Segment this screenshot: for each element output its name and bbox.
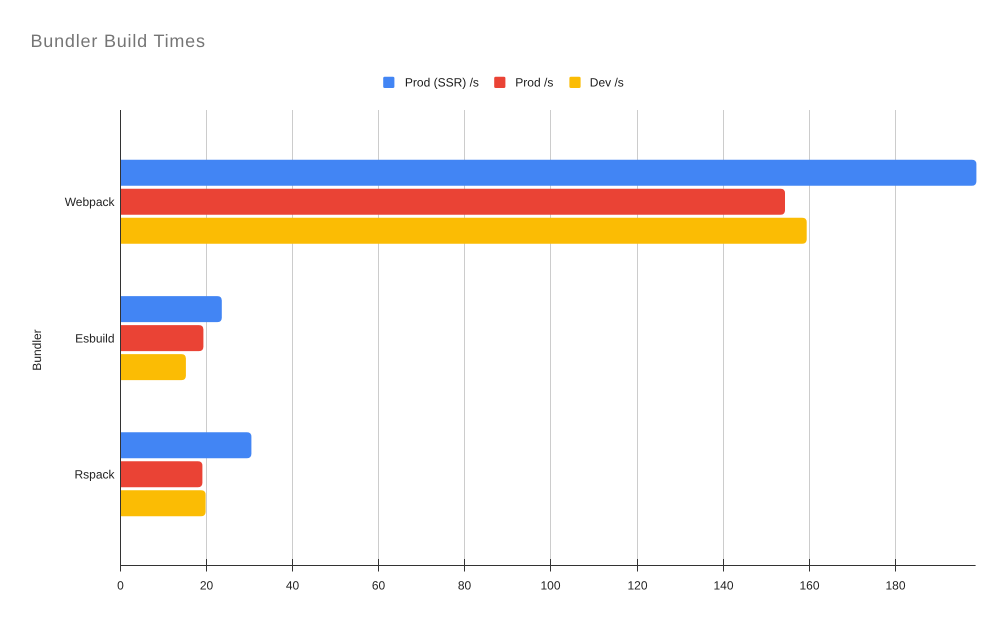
svg-text:80: 80 [458,579,472,593]
svg-text:140: 140 [713,579,733,593]
svg-text:0: 0 [117,579,124,593]
svg-text:60: 60 [372,579,386,593]
svg-text:180: 180 [885,579,905,593]
svg-text:Esbuild: Esbuild [75,331,114,345]
svg-text:120: 120 [627,579,647,593]
svg-text:40: 40 [286,579,300,593]
svg-text:Bundler Build Times: Bundler Build Times [31,31,206,51]
svg-text:Webpack: Webpack [65,195,116,209]
svg-text:Dev /s: Dev /s [590,76,624,90]
svg-text:20: 20 [200,579,214,593]
svg-text:Bundler: Bundler [30,329,44,370]
svg-text:160: 160 [799,579,819,593]
svg-text:Rspack: Rspack [74,468,115,482]
svg-text:100: 100 [540,579,560,593]
svg-text:Prod (SSR) /s: Prod (SSR) /s [405,76,479,90]
svg-text:Prod /s: Prod /s [515,76,553,90]
